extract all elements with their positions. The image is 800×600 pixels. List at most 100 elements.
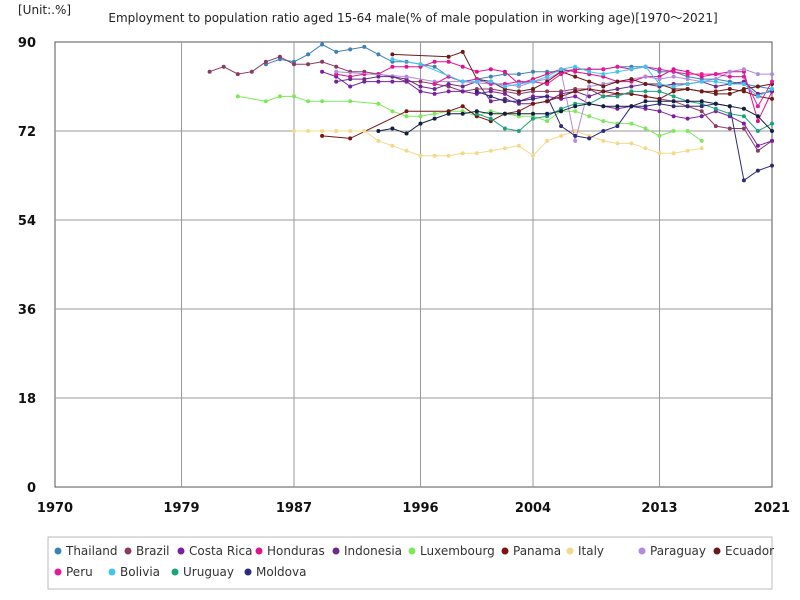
legend-marker — [713, 547, 721, 555]
data-point — [770, 79, 774, 84]
data-point — [727, 69, 732, 74]
data-point — [770, 87, 774, 91]
data-point — [587, 84, 592, 89]
data-point — [545, 99, 550, 104]
data-point — [545, 89, 550, 94]
data-point — [432, 91, 437, 96]
x-tick-label: 2013 — [641, 501, 677, 516]
data-point — [741, 178, 746, 183]
data-point — [418, 153, 423, 158]
data-point — [502, 126, 507, 131]
data-point — [671, 129, 676, 133]
data-point — [207, 69, 212, 74]
data-point — [770, 138, 774, 143]
legend-marker — [332, 547, 340, 555]
data-point — [545, 111, 550, 116]
data-point — [741, 67, 746, 72]
x-tick-label: 1970 — [37, 501, 73, 516]
legend-marker — [566, 547, 574, 555]
data-point — [306, 129, 311, 133]
data-point — [755, 104, 760, 109]
legend-label: Indonesia — [344, 544, 402, 558]
data-point — [488, 99, 493, 104]
legend-label: Honduras — [267, 544, 325, 558]
data-point — [643, 146, 648, 151]
data-point — [573, 133, 578, 138]
data-point — [643, 99, 648, 104]
data-point — [573, 104, 578, 109]
data-point — [390, 79, 395, 84]
legend-item: Panama — [501, 544, 561, 558]
data-point — [587, 114, 592, 119]
legend-label: Italy — [578, 544, 604, 558]
data-point — [741, 87, 746, 91]
data-point — [474, 69, 479, 74]
legend-marker — [501, 547, 509, 555]
data-point — [685, 77, 690, 82]
data-point — [531, 116, 535, 121]
data-point — [699, 99, 704, 104]
data-point — [221, 64, 226, 69]
data-point — [755, 119, 760, 124]
legend-marker — [177, 547, 185, 555]
data-point — [713, 106, 718, 111]
axes: 0 18 36 54 72 90 1970 1979 1987 1996 2004 2013 2021 — [18, 36, 790, 516]
legend-marker — [171, 568, 179, 576]
legend-item: Peru — [54, 565, 93, 579]
data-point — [685, 82, 690, 86]
data-point — [755, 84, 760, 89]
data-point — [671, 94, 676, 99]
data-point — [446, 54, 451, 59]
data-point — [615, 94, 620, 99]
data-point — [306, 62, 311, 67]
series-luxembourg — [235, 94, 704, 143]
legend-label: Thailand — [65, 544, 118, 558]
data-point — [545, 119, 550, 124]
data-point — [713, 124, 718, 129]
data-point — [755, 72, 760, 77]
legend-label: Costa Rica — [189, 544, 252, 558]
data-point — [446, 111, 451, 116]
legend-item: Moldova — [244, 565, 306, 579]
data-point — [601, 67, 606, 72]
data-point — [348, 129, 353, 133]
data-point — [488, 89, 493, 94]
data-point — [559, 133, 564, 138]
data-point — [320, 129, 325, 133]
unit-label: [Unit:.%] — [18, 3, 71, 17]
legend-marker — [255, 547, 263, 555]
data-point — [643, 104, 648, 109]
data-point — [502, 146, 507, 151]
data-point — [545, 74, 550, 79]
data-point — [685, 104, 690, 109]
data-point — [671, 74, 676, 79]
legend-item: Thailand — [54, 544, 118, 558]
data-point — [629, 104, 634, 109]
data-point — [587, 94, 592, 99]
data-point — [615, 87, 620, 91]
data-point — [587, 69, 592, 74]
legend-item: Honduras — [255, 544, 325, 558]
data-point — [741, 121, 746, 126]
data-point — [559, 109, 564, 114]
data-point — [362, 44, 367, 49]
data-point — [573, 129, 578, 133]
legend-label: Panama — [513, 544, 561, 558]
data-point — [741, 82, 746, 86]
series-italy — [292, 129, 704, 158]
data-point — [699, 138, 704, 143]
data-point — [432, 82, 437, 86]
data-point — [727, 104, 732, 109]
data-point — [474, 109, 479, 114]
data-point — [741, 106, 746, 111]
legend-marker — [54, 568, 62, 576]
data-point — [643, 94, 648, 99]
data-point — [713, 101, 718, 106]
data-point — [545, 82, 550, 86]
data-point — [488, 116, 493, 121]
data-point — [474, 89, 479, 94]
legend-label: Paraguay — [650, 544, 706, 558]
data-point — [390, 52, 395, 57]
data-point — [531, 96, 535, 101]
data-point — [685, 99, 690, 104]
